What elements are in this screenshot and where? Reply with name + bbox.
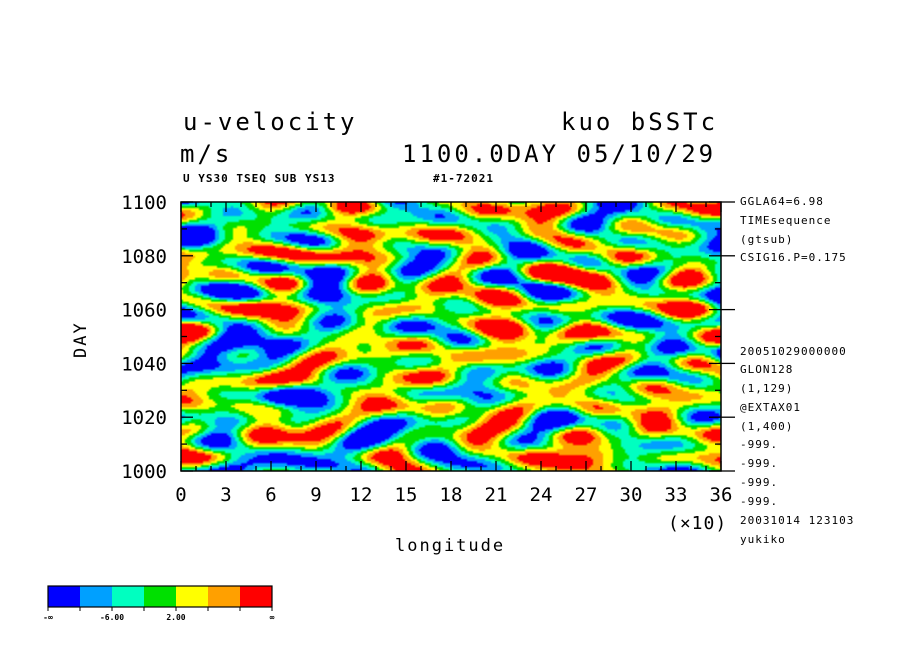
- colorbar-label: 2.00: [166, 613, 185, 622]
- x-tick-label: 18: [440, 484, 463, 506]
- subtitle-left: U YS30 TSEQ SUB YS13: [183, 172, 336, 185]
- y-tick-label: 1100: [121, 192, 167, 214]
- x-tick-label: 30: [620, 484, 643, 506]
- colorbar-swatch: [240, 586, 272, 607]
- heatmap-field: [181, 202, 721, 471]
- x-tick-label: 12: [350, 484, 373, 506]
- info-line: yukiko: [740, 533, 786, 546]
- colorbar-swatch: [208, 586, 240, 607]
- info-line: (1,400): [740, 420, 794, 433]
- time-label: 1100.0DAY 05/10/29: [402, 140, 717, 168]
- info-line: GGLA64=6.98: [740, 195, 824, 208]
- x-tick-label: 21: [485, 484, 508, 506]
- units-label: m/s: [180, 140, 233, 168]
- info-line: 20031014 123103: [740, 514, 855, 527]
- x-tick-label: 0: [175, 484, 186, 506]
- colorbar-label: -6.00: [100, 613, 124, 622]
- plot-axes: 0 3 6 9 12 15 18 21 24 27 30 33 36100010201040106010…: [43, 192, 735, 622]
- x-multiplier: (×10): [668, 513, 728, 534]
- info-line: TIMEsequence: [740, 214, 832, 227]
- colorbar-frame: [47, 585, 273, 608]
- colorbar-label: ∞: [270, 613, 275, 622]
- info-line: @EXTAX01: [740, 401, 801, 414]
- colorbar-swatch: [48, 586, 80, 607]
- colorbar-swatch: [144, 586, 176, 607]
- y-tick-label: 1080: [121, 246, 167, 268]
- x-tick-label: 36: [710, 484, 733, 506]
- info-line: 20051029000000: [740, 345, 847, 358]
- x-tick-label: 27: [575, 484, 598, 506]
- info-line: -999.: [740, 438, 779, 451]
- heatmap-image: [181, 202, 721, 471]
- info-line: (1,129): [740, 382, 794, 395]
- info-line: CSIG16.P=0.175: [740, 251, 847, 264]
- info-line: -999.: [740, 457, 779, 470]
- info-line: GLON128: [740, 363, 794, 376]
- info-line: -999.: [740, 476, 779, 489]
- x-tick-label: 9: [310, 484, 321, 506]
- y-tick-label: 1020: [121, 407, 167, 429]
- subtitle-right: #1-72021: [433, 172, 494, 185]
- chart-title: u-velocity: [183, 108, 358, 136]
- y-tick-label: 1040: [121, 353, 167, 375]
- info-line: (gtsub): [740, 233, 794, 246]
- source-label: kuo bSSTc: [561, 108, 719, 136]
- info-line: -999.: [740, 495, 779, 508]
- colorbar-label: -∞: [43, 613, 53, 622]
- x-tick-label: 24: [530, 484, 553, 506]
- colorbar-swatch: [176, 586, 208, 607]
- colorbar-swatch: [80, 586, 112, 607]
- colorbar-swatch: [112, 586, 144, 607]
- y-tick-label: 1060: [121, 300, 167, 322]
- x-axis-label: longitude: [395, 536, 506, 556]
- x-tick-label: 6: [265, 484, 276, 506]
- x-tick-label: 3: [220, 484, 231, 506]
- y-tick-label: 1000: [121, 461, 167, 483]
- y-axis-label: DAY: [71, 321, 91, 358]
- x-tick-label: 15: [395, 484, 418, 506]
- x-tick-label: 33: [665, 484, 688, 506]
